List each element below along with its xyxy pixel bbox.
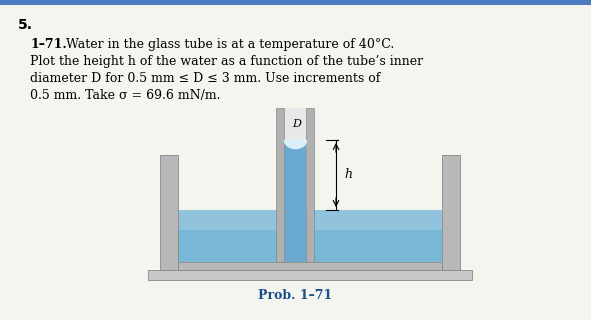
Bar — [0, 0, 591, 5]
Bar — [178, 210, 442, 262]
Text: 0.5 mm. Take σ = 69.6 mN/m.: 0.5 mm. Take σ = 69.6 mN/m. — [30, 89, 220, 102]
Text: Prob. 1–71: Prob. 1–71 — [258, 289, 332, 302]
Bar — [284, 108, 306, 140]
Text: diameter D for 0.5 mm ≤ D ≤ 3 mm. Use increments of: diameter D for 0.5 mm ≤ D ≤ 3 mm. Use in… — [30, 72, 381, 85]
Bar — [284, 140, 306, 262]
Text: 1–71.: 1–71. — [30, 38, 67, 51]
Bar — [442, 155, 460, 270]
Bar — [178, 210, 442, 230]
Text: h: h — [344, 169, 352, 181]
Bar — [148, 270, 472, 280]
Bar — [306, 108, 314, 262]
Text: Water in the glass tube is at a temperature of 40°C.: Water in the glass tube is at a temperat… — [58, 38, 394, 51]
Text: D: D — [293, 119, 301, 129]
Bar — [276, 108, 284, 262]
Bar — [160, 155, 178, 270]
Text: Plot the height h of the water as a function of the tube’s inner: Plot the height h of the water as a func… — [30, 55, 423, 68]
Bar — [178, 262, 442, 270]
Text: 5.: 5. — [18, 18, 33, 32]
